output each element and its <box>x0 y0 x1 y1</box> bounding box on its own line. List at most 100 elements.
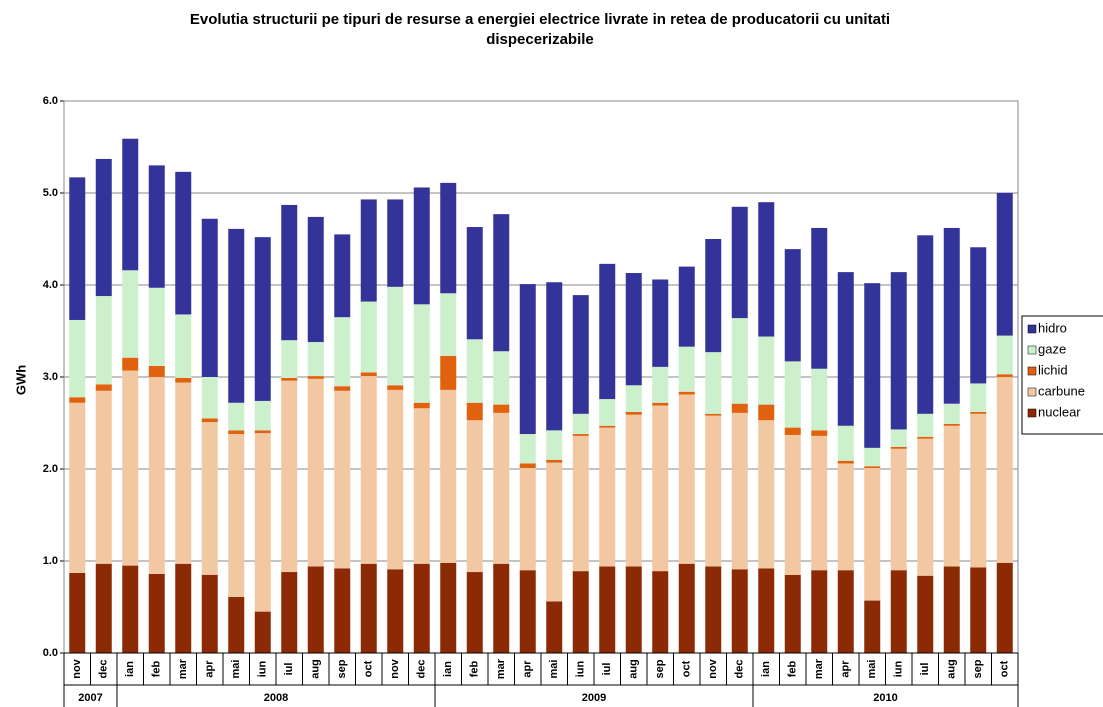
bar-segment <box>864 447 881 467</box>
x-tick-label: nov <box>389 658 401 678</box>
year-label: 2007 <box>78 692 102 704</box>
bar-segment <box>148 377 165 574</box>
legend-swatch <box>1027 408 1037 418</box>
bar-segment <box>69 572 86 653</box>
bar-segment <box>360 563 377 653</box>
bar-segment <box>599 263 616 400</box>
bar-segment <box>625 385 642 412</box>
bar-segment <box>546 601 563 653</box>
legend-swatch <box>1027 324 1037 334</box>
bar-segment <box>599 425 616 428</box>
bar-segment <box>705 415 722 567</box>
bar-segment <box>572 435 589 572</box>
year-label: 2010 <box>873 692 897 704</box>
y-tick-label: 1.0 <box>43 555 58 567</box>
bar-segment <box>519 570 536 653</box>
bar-segment <box>758 202 775 337</box>
bar-segment <box>519 463 536 469</box>
bar-segment <box>546 282 563 431</box>
bar-segment <box>970 413 987 568</box>
bar-segment <box>652 279 669 367</box>
bar-segment <box>122 357 139 371</box>
bar-segment <box>784 361 801 428</box>
x-tick-label: sep <box>972 659 984 678</box>
bar-segment <box>652 366 669 403</box>
bar-segment <box>440 389 457 563</box>
bar-segment <box>69 319 86 398</box>
bar-segment <box>466 420 483 573</box>
x-tick-label: nov <box>71 658 83 678</box>
bar-segment <box>440 293 457 356</box>
bar-segment <box>413 563 430 653</box>
x-tick-label: iun <box>893 660 905 677</box>
bar-segment <box>758 336 775 405</box>
bar-segment <box>678 346 695 392</box>
bar-segment <box>387 569 404 653</box>
bar-segment <box>731 318 748 404</box>
x-tick-label: iul <box>283 663 295 676</box>
bar-segment <box>625 414 642 567</box>
bar-segment <box>254 400 271 431</box>
bar-segment <box>95 158 112 297</box>
y-tick-label: 3.0 <box>43 371 58 383</box>
bar-segment <box>943 425 960 567</box>
bar-segment <box>387 385 404 390</box>
bar-segment <box>334 568 351 653</box>
bar-segment <box>890 272 907 430</box>
bar-segment <box>254 237 271 401</box>
bar-segment <box>360 376 377 564</box>
bar-segment <box>970 411 987 414</box>
x-tick-label: oct <box>363 660 375 677</box>
bar-segment <box>281 204 298 341</box>
bar-segment <box>996 193 1013 336</box>
bar-segment <box>413 187 430 305</box>
bar-segment <box>228 228 245 403</box>
bar-segment <box>996 374 1013 377</box>
bar-segment <box>228 596 245 653</box>
bar-segment <box>493 404 510 413</box>
x-tick-label: mar <box>813 658 825 679</box>
bar-segment <box>864 468 881 601</box>
bar-segment <box>360 301 377 373</box>
bar-segment <box>122 270 139 358</box>
bar-segment <box>466 227 483 340</box>
bar-segment <box>943 566 960 653</box>
legend-swatch <box>1027 387 1037 397</box>
bar-segment <box>440 182 457 294</box>
bar-segment <box>784 249 801 362</box>
x-tick-label: nov <box>707 658 719 678</box>
bar-segment <box>917 575 934 653</box>
bar-segment <box>175 382 192 564</box>
x-tick-label: iun <box>575 660 587 677</box>
bar-segment <box>254 430 271 434</box>
bar-segment <box>996 335 1013 375</box>
bar-segment <box>95 384 112 391</box>
bar-segment <box>837 272 854 426</box>
bar-segment <box>996 562 1013 653</box>
bar-segment <box>705 239 722 353</box>
x-tick-label: iul <box>601 663 613 676</box>
bar-segment <box>811 430 828 436</box>
bar-segment <box>228 434 245 597</box>
x-tick-label: aug <box>310 659 322 679</box>
bar-segment <box>307 376 324 379</box>
bar-segment <box>95 390 112 564</box>
bar-segment <box>201 422 218 575</box>
bar-segment <box>599 566 616 653</box>
bar-segment <box>890 570 907 653</box>
bar-segment <box>943 227 960 404</box>
x-tick-label: dec <box>734 660 746 679</box>
bar-segment <box>334 317 351 387</box>
x-tick-label: mai <box>230 660 242 679</box>
bar-segment <box>148 573 165 653</box>
bar-segment <box>95 296 112 385</box>
year-label: 2008 <box>264 692 288 704</box>
y-tick-label: 0.0 <box>43 647 58 659</box>
x-tick-label: aug <box>946 659 958 679</box>
bar-segment <box>519 468 536 571</box>
x-tick-label: dec <box>98 660 110 679</box>
bar-segment <box>970 247 987 384</box>
bar-segment <box>201 418 218 423</box>
bar-segment <box>811 435 828 571</box>
bar-segment <box>837 570 854 653</box>
